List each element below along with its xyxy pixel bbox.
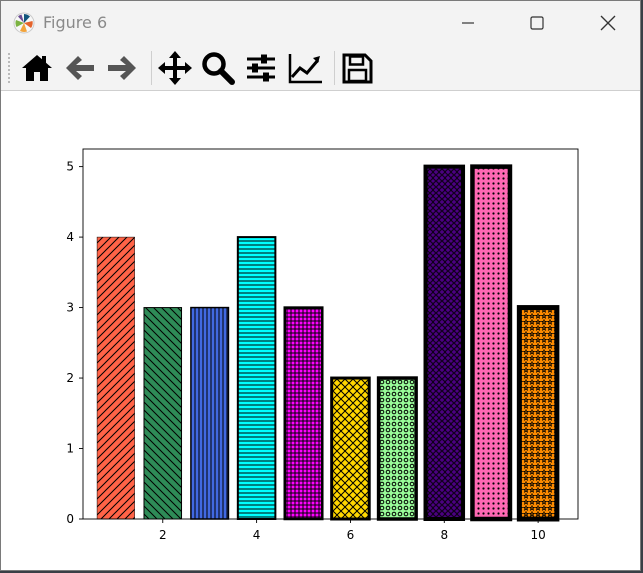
bar-6 xyxy=(330,376,371,521)
bar-7 xyxy=(376,376,418,521)
navigation-toolbar xyxy=(1,45,640,91)
y-tick-label: 4 xyxy=(66,230,74,244)
y-tick-label: 2 xyxy=(66,371,74,385)
bar-1 xyxy=(96,236,135,520)
configure-subplots-button[interactable] xyxy=(243,51,279,85)
back-arrow-icon xyxy=(66,56,94,80)
toolbar-separator xyxy=(334,51,335,85)
zoom-icon xyxy=(202,52,235,85)
x-tick-label: 10 xyxy=(530,528,545,542)
x-tick-label: 8 xyxy=(440,528,448,542)
home-button[interactable] xyxy=(19,51,55,85)
zoom-button[interactable] xyxy=(200,51,236,85)
x-tick-label: 6 xyxy=(347,528,355,542)
bar-9 xyxy=(470,164,513,522)
save-button[interactable] xyxy=(339,51,375,85)
x-tick-label: 2 xyxy=(159,528,167,542)
pan-icon xyxy=(158,51,192,85)
bar-3 xyxy=(190,306,230,520)
bar-4 xyxy=(236,236,277,520)
pan-button[interactable] xyxy=(157,51,193,85)
maximize-icon xyxy=(530,16,544,30)
ticks-layer: 0 1 2 3 4 5 2 4 6 8 10 xyxy=(66,160,545,542)
y-tick-label: 5 xyxy=(66,160,74,174)
forward-button[interactable] xyxy=(104,51,140,85)
back-button[interactable] xyxy=(62,51,98,85)
close-icon xyxy=(600,15,616,31)
minimize-icon xyxy=(462,22,474,24)
bars-layer xyxy=(96,164,560,522)
y-tick-label: 0 xyxy=(66,512,74,526)
edit-axis-icon xyxy=(288,54,322,84)
save-icon xyxy=(342,53,373,84)
close-button[interactable] xyxy=(585,1,631,45)
axes-frame xyxy=(82,148,579,520)
toolbar-grip[interactable] xyxy=(7,52,11,84)
x-tick-label: 4 xyxy=(253,528,261,542)
subplots-config-icon xyxy=(247,54,275,82)
y-tick-label: 3 xyxy=(66,301,74,315)
home-icon xyxy=(22,55,52,81)
bar-5 xyxy=(283,306,324,521)
bar-8 xyxy=(423,164,466,521)
toolbar-separator xyxy=(151,51,152,85)
figure-canvas[interactable]: 0 1 2 3 4 5 2 4 6 8 10 xyxy=(1,91,641,571)
forward-arrow-icon xyxy=(108,56,136,80)
maximize-button[interactable] xyxy=(514,1,560,45)
bar-2 xyxy=(143,307,183,520)
bar-10 xyxy=(516,305,560,522)
y-tick-label: 1 xyxy=(66,442,74,456)
matplotlib-logo-icon xyxy=(13,12,35,34)
edit-axis-button[interactable] xyxy=(287,51,323,85)
minimize-button[interactable] xyxy=(445,1,491,45)
title-bar[interactable]: Figure 6 xyxy=(1,1,640,45)
window-title: Figure 6 xyxy=(43,13,108,32)
bar-chart[interactable]: 0 1 2 3 4 5 2 4 6 8 10 xyxy=(1,91,641,571)
